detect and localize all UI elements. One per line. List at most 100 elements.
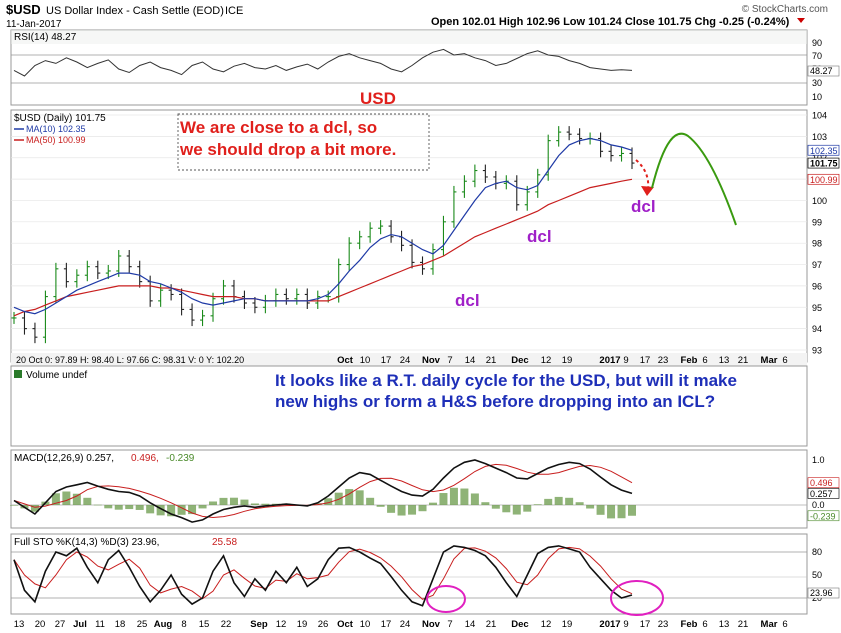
rsi-tick-label: 30 — [812, 78, 822, 88]
bottom-x-label: 21 — [738, 619, 749, 630]
bottom-x-label: 14 — [465, 619, 476, 630]
chart-date: 11-Jan-2017 — [6, 19, 62, 30]
bottom-x-label: 26 — [318, 619, 329, 630]
price-x-label: 2017 — [599, 355, 620, 366]
price-bar — [367, 222, 373, 243]
brand-logo: © StockCharts.com — [742, 4, 828, 15]
price-bar — [472, 164, 478, 188]
macd-histogram-bar — [460, 488, 469, 505]
dcl-label-3: dcl — [631, 197, 656, 216]
bottom-x-label: 22 — [221, 619, 232, 630]
price-tag — [807, 157, 840, 169]
macd-signal-line — [13, 463, 633, 519]
price-x-label: 9 — [623, 355, 628, 366]
rsi-tag-value: 48.27 — [810, 66, 833, 76]
ohlc-summary: Open 102.01 High 102.96 Low 101.24 Close… — [431, 16, 790, 28]
sto-low-circle-2 — [610, 580, 664, 616]
sto-d-label: 25.58 — [212, 537, 237, 548]
price-bar — [53, 262, 59, 303]
bottom-x-label: 27 — [55, 619, 66, 630]
bottom-x-label: 12 — [541, 619, 552, 630]
bottom-x-label: 23 — [658, 619, 669, 630]
ma50-legend: MA(50) 100.99 — [26, 135, 86, 145]
macd-histogram-bar — [219, 497, 228, 505]
bottom-x-label: 17 — [381, 619, 392, 630]
macd-histogram-bar — [502, 505, 511, 513]
bottom-x-label: 24 — [400, 619, 411, 630]
bottom-x-label: 13 — [719, 619, 730, 630]
price-tick-label: 95 — [812, 303, 822, 313]
price-bar — [11, 311, 17, 324]
price-bar — [84, 260, 90, 282]
macd-tag-value: 0.496 — [810, 478, 833, 488]
bottom-x-label: 21 — [486, 619, 497, 630]
ma50-line — [13, 178, 633, 317]
price-x-label: 6 — [782, 355, 787, 366]
price-bar — [189, 303, 195, 327]
price-bar — [283, 288, 289, 305]
macd-histogram-bar — [596, 505, 605, 515]
macd-hist-label: -0.239 — [166, 453, 195, 464]
price-x-label: 10 — [360, 355, 371, 366]
price-bar — [210, 292, 216, 322]
bottom-x-label: 11 — [95, 619, 105, 630]
bottom-x-label: 20 — [35, 619, 46, 630]
price-x-label: Mar — [761, 355, 778, 366]
macd-histogram-bar — [418, 505, 427, 512]
macd-histogram-bar — [125, 505, 134, 510]
macd-tag-value: 0.257 — [810, 489, 833, 499]
price-bar — [440, 215, 446, 256]
price-bar — [346, 237, 352, 271]
price-tick-label: 98 — [812, 239, 822, 249]
macd-histogram-bar — [575, 502, 584, 505]
macd-histogram-bar — [397, 505, 406, 516]
price-bar — [200, 309, 206, 327]
down-arrow-icon — [797, 18, 805, 23]
bottom-x-label: Mar — [761, 619, 778, 630]
price-tick-label: 94 — [812, 324, 822, 334]
macd-histogram-bar — [387, 505, 396, 513]
macd-histogram-bar — [114, 505, 123, 510]
macd-histogram-bar — [470, 493, 479, 505]
macd-histogram-bar — [607, 505, 616, 519]
macd-histogram-bar — [533, 504, 542, 505]
price-bar — [42, 290, 48, 344]
macd-tag — [807, 477, 840, 488]
sto-d-line — [13, 546, 633, 600]
ma10-legend: MA(10) 102.35 — [26, 124, 86, 134]
annotation-comment-line2: new highs or form a H&S before dropping … — [275, 392, 715, 411]
macd-tag-value: -0.239 — [810, 511, 836, 521]
price-x-label: 17 — [381, 355, 392, 366]
price-x-label: Oct — [337, 355, 354, 366]
macd-histogram-bar — [449, 487, 458, 505]
macd-histogram-bar — [250, 503, 259, 505]
price-bar — [420, 256, 426, 275]
sto-k-line — [13, 545, 633, 607]
macd-histogram-bar — [229, 497, 238, 505]
bottom-x-label: 10 — [360, 619, 371, 630]
bottom-x-label: 7 — [447, 619, 452, 630]
macd-histogram-bar — [554, 496, 563, 505]
macd-histogram-bar — [198, 505, 207, 509]
bottom-x-label: Aug — [154, 619, 173, 630]
bottom-x-label: Nov — [422, 619, 441, 630]
price-x-label: 6 — [702, 355, 707, 366]
price-bar — [556, 126, 562, 147]
bottom-x-label: 13 — [14, 619, 25, 630]
bottom-x-label: 25 — [137, 619, 148, 630]
macd-histogram-bar — [491, 505, 500, 509]
price-x-label: 21 — [486, 355, 497, 366]
macd-histogram-bar — [146, 505, 155, 514]
macd-histogram-bar — [544, 498, 553, 505]
price-x-label: 12 — [541, 355, 552, 366]
macd-histogram-bar — [481, 502, 490, 505]
price-panel: 10410310210110099989796959493 102.35101.… — [10, 109, 840, 366]
price-tag-value: 102.35 — [810, 146, 838, 156]
price-bar — [577, 128, 583, 145]
macd-histogram-bar — [177, 505, 186, 515]
annotation-box-line1: We are close to a dcl, so — [180, 118, 377, 137]
macd-tick-label: 1.0 — [812, 455, 825, 465]
macd-tag — [807, 510, 840, 522]
